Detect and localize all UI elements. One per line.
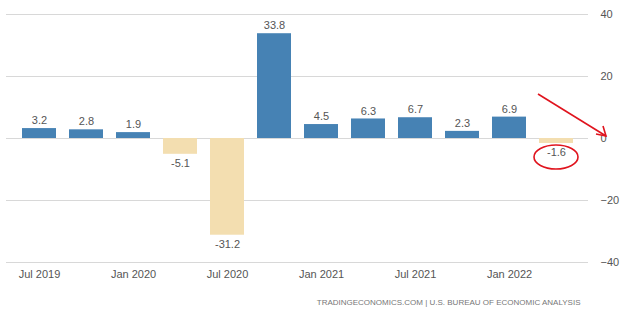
svg-text:-1.6: -1.6 — [547, 146, 566, 158]
svg-text:0: 0 — [600, 132, 607, 144]
svg-text:40: 40 — [601, 8, 613, 20]
svg-text:6.7: 6.7 — [408, 103, 423, 115]
svg-text:TRADINGECONOMICS.COM | U.S. BU: TRADINGECONOMICS.COM | U.S. BUREAU OF EC… — [317, 298, 581, 307]
svg-text:Jul 2020: Jul 2020 — [207, 268, 249, 280]
svg-text:3.2: 3.2 — [32, 114, 47, 126]
svg-text:33.8: 33.8 — [264, 19, 285, 31]
svg-text:1.9: 1.9 — [126, 118, 141, 130]
svg-text:−40: −40 — [601, 256, 620, 268]
svg-text:4.5: 4.5 — [314, 110, 329, 122]
svg-text:Jul 2021: Jul 2021 — [395, 268, 437, 280]
svg-text:Jan 2020: Jan 2020 — [111, 268, 156, 280]
svg-text:Jan 2021: Jan 2021 — [299, 268, 344, 280]
svg-text:6.3: 6.3 — [361, 104, 376, 116]
svg-text:20: 20 — [601, 70, 613, 82]
svg-text:2.8: 2.8 — [79, 115, 94, 127]
svg-text:6.9: 6.9 — [502, 103, 517, 115]
svg-text:Jul 2019: Jul 2019 — [19, 268, 61, 280]
svg-text:-31.2: -31.2 — [215, 238, 240, 250]
svg-text:-5.1: -5.1 — [171, 157, 190, 169]
svg-text:2.3: 2.3 — [455, 117, 470, 129]
svg-text:Jan 2022: Jan 2022 — [487, 268, 532, 280]
svg-text:−20: −20 — [601, 194, 620, 206]
